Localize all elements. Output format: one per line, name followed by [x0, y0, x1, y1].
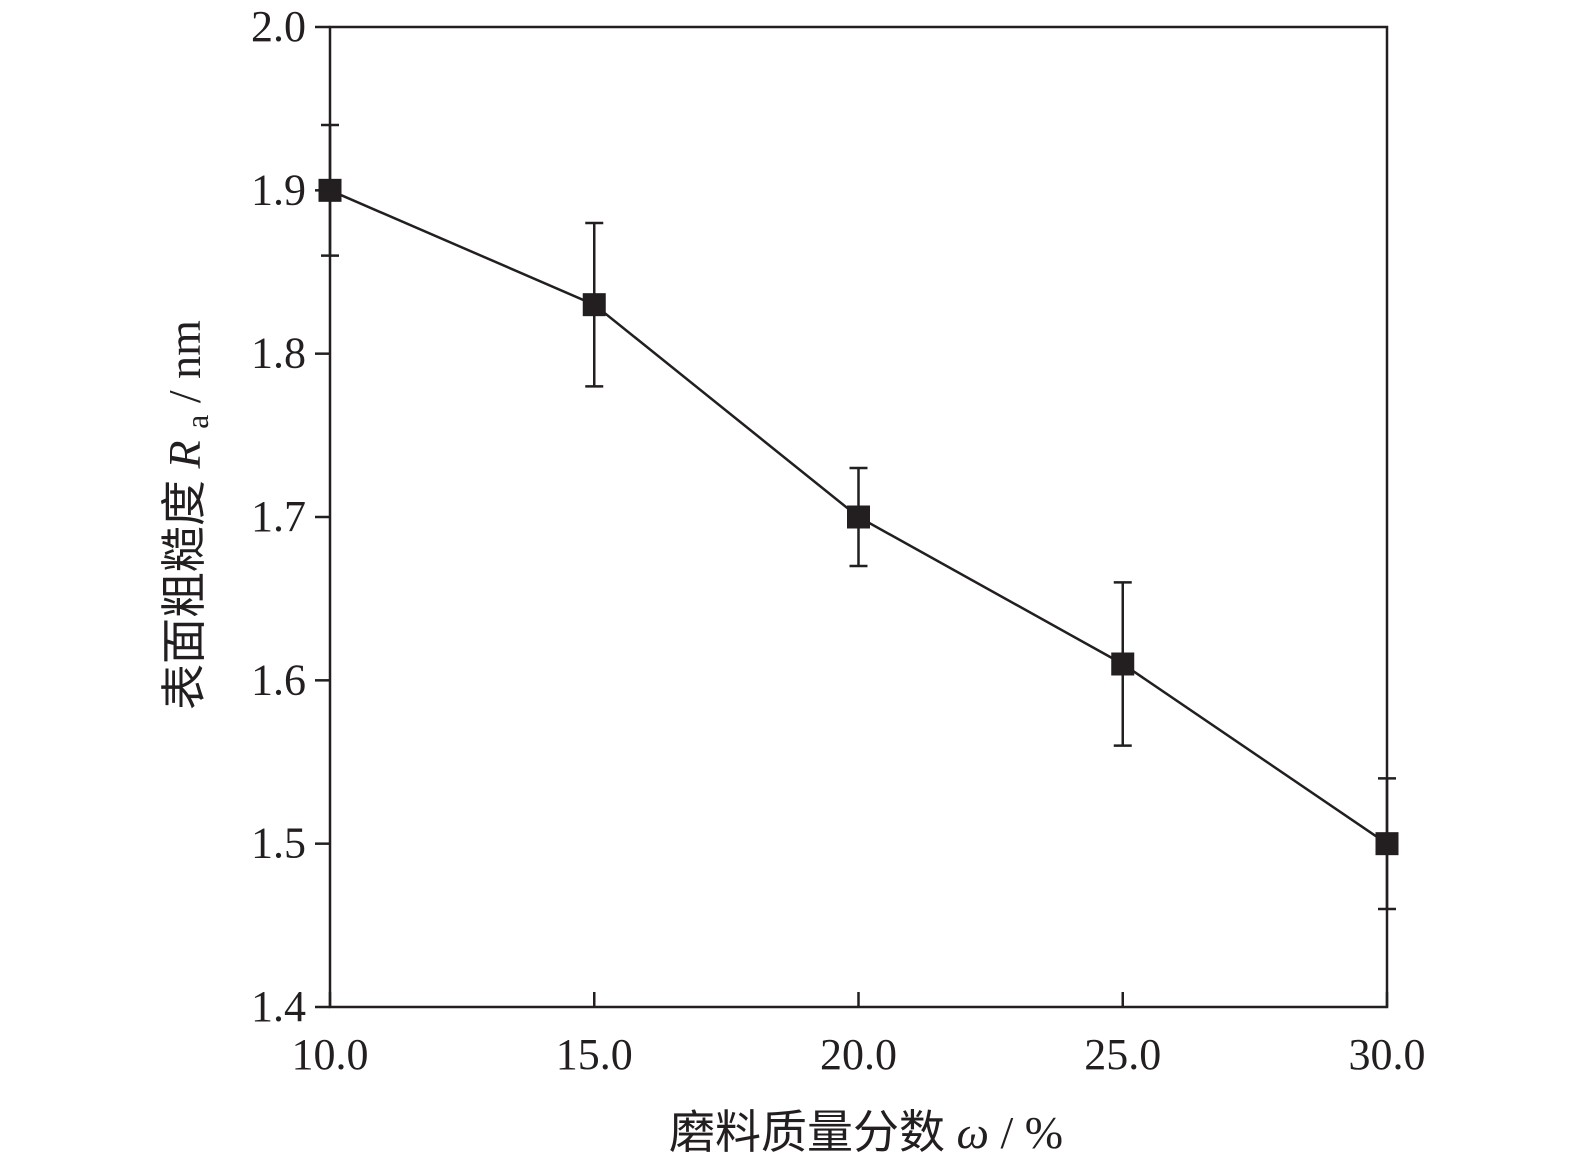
y-axis-label-symbol: R — [159, 440, 210, 469]
x-axis-ticks: 10.0 15.0 20.0 25.0 30.0 — [292, 992, 1426, 1079]
data-point-marker — [1375, 832, 1399, 856]
data-point-marker — [582, 293, 606, 317]
y-axis-label-subscript: a — [179, 415, 215, 429]
x-axis-label-unit: / % — [1000, 1107, 1063, 1158]
x-tick-label: 30.0 — [1349, 1030, 1426, 1079]
y-tick-label: 1.8 — [251, 329, 306, 378]
y-axis-label-unit: / nm — [159, 320, 210, 403]
x-tick-label: 20.0 — [820, 1030, 897, 1079]
x-tick-label: 15.0 — [556, 1030, 633, 1079]
x-axis-label-main: 磨料质量分数 — [669, 1107, 945, 1158]
data-point-marker — [847, 505, 870, 529]
y-tick-label: 1.9 — [251, 165, 306, 214]
x-tick-label: 25.0 — [1084, 1030, 1161, 1079]
y-tick-label: 1.7 — [251, 492, 306, 541]
x-tick-label: 10.0 — [292, 1030, 369, 1079]
data-point-marker — [1111, 652, 1135, 676]
y-tick-label: 1.6 — [251, 655, 306, 704]
x-axis-label-symbol: ω — [956, 1107, 988, 1158]
y-tick-label: 2.0 — [251, 2, 306, 51]
data-point-marker — [318, 178, 342, 202]
x-axis-label: 磨料质量分数 ω / % — [669, 1107, 1063, 1158]
y-axis-label-main: 表面粗糙度 — [159, 480, 210, 710]
y-axis-label: 表面粗糙度 R a / nm — [159, 320, 218, 710]
y-axis-ticks: 1.4 1.5 1.6 1.7 1.8 1.9 2.0 — [251, 2, 330, 1031]
y-tick-label: 1.4 — [251, 982, 306, 1031]
markers-group — [318, 178, 1399, 856]
y-tick-label: 1.5 — [251, 819, 306, 868]
